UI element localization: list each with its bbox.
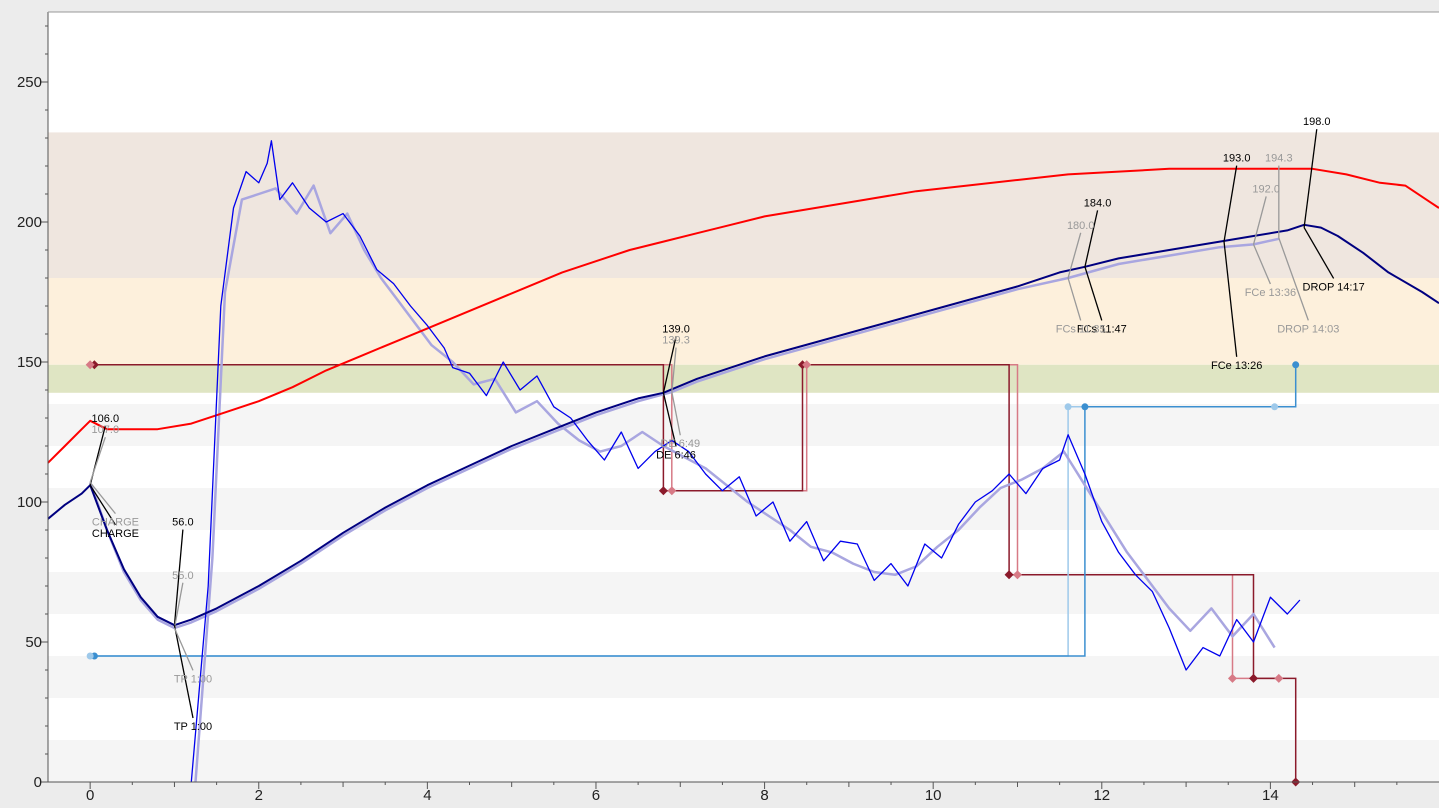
annotation-label-10: DE 6:46	[656, 449, 696, 461]
marker-fan-1	[1081, 403, 1089, 411]
marker-heater-3	[1004, 570, 1014, 580]
band-1	[48, 278, 1439, 365]
x-ticks: 0 2 4 6 8 10 12 14	[86, 782, 1398, 804]
step-line-heater	[90, 364, 1297, 782]
y-tick-label-100: 100	[17, 494, 42, 511]
annotation-leader-11	[671, 391, 681, 436]
annotation-label-19: FCe 13:36	[1245, 287, 1296, 299]
annotation-label-21: 194.3	[1265, 153, 1293, 165]
annotation-leader-1	[89, 436, 106, 483]
annotation-leader-13	[1067, 232, 1082, 279]
y-tick-label-200: 200	[17, 214, 42, 231]
annotation-label-17: 192.0	[1252, 183, 1280, 195]
annotation-label-13: 180.0	[1067, 220, 1095, 232]
annotation-label-23: DROP 14:03	[1277, 323, 1339, 335]
annotation-leader-4	[173, 529, 184, 626]
annotation-label-3: CHARGE	[92, 517, 139, 529]
axes	[47, 11, 1439, 783]
stripe-0	[48, 404, 1439, 446]
marker-heater_bg-3	[1012, 570, 1022, 580]
marker-heater-1	[658, 486, 668, 496]
series-line-bt_bg	[89, 237, 1280, 630]
annotation-label-20: 198.0	[1303, 116, 1331, 128]
data-series	[47, 140, 1439, 783]
annotation-leader-12	[1084, 210, 1099, 267]
background-stripes	[48, 404, 1439, 782]
marker-fan_bg-1	[1064, 403, 1072, 411]
y-tick-label-250: 250	[17, 74, 42, 91]
y-tick-label-150: 150	[17, 354, 42, 371]
annotation-leader-8	[662, 336, 677, 393]
x-tick-label-14: 14	[1262, 787, 1279, 804]
annotation-label-15: FCs 11:35	[1056, 323, 1106, 335]
series-line-bt	[47, 223, 1439, 627]
band-0	[48, 132, 1439, 278]
x-tick-label-10: 10	[925, 787, 942, 804]
temperature-bands	[48, 132, 1439, 393]
x-tick-label-2: 2	[255, 787, 263, 804]
annotation-leader-5	[173, 582, 184, 629]
annotation-label-4: 56.0	[172, 517, 193, 529]
band-2	[48, 364, 1439, 393]
annotation-label-11: DE 6:49	[660, 438, 700, 450]
y-tick-label-0: 0	[34, 774, 42, 791]
annotation-leader-16	[1223, 165, 1238, 242]
series-line-ror	[190, 140, 1301, 783]
y-tick-label-50: 50	[25, 634, 42, 651]
marker-heater_bg-0	[85, 360, 95, 370]
annotation-label-22: DROP 14:17	[1303, 281, 1365, 293]
stripe-3	[48, 656, 1439, 698]
annotation-label-6: TP 1:00	[174, 721, 212, 733]
annotation-label-7: TP 1:00	[174, 673, 212, 685]
x-tick-label-0: 0	[86, 787, 94, 804]
stripe-2	[48, 572, 1439, 614]
annotation-label-16: 193.0	[1223, 153, 1251, 165]
annotation-label-14: FCs 11:47	[1077, 323, 1127, 335]
annotation-label-0: 106.0	[92, 413, 120, 425]
annotation-label-5: 55.0	[172, 570, 193, 582]
annotation-leader-9	[671, 347, 677, 393]
x-tick-label-12: 12	[1093, 787, 1110, 804]
annotation-leader-15	[1067, 277, 1082, 321]
series-line-ror_bg	[194, 184, 1276, 783]
x-tick-label-8: 8	[760, 787, 768, 804]
annotation-leader-23	[1278, 237, 1309, 321]
annotation-leader-2	[89, 484, 116, 526]
series-line-et	[47, 167, 1439, 464]
stripe-4	[48, 740, 1439, 782]
marker-heater_bg-2	[802, 360, 812, 370]
marker-fan_bg-0	[86, 652, 94, 660]
x-tick-label-6: 6	[592, 787, 600, 804]
x-tick-label-4: 4	[423, 787, 431, 804]
marker-fan-2	[1292, 361, 1300, 369]
annotation-label-8: 139.0	[662, 323, 690, 335]
annotation-label-12: 184.0	[1084, 197, 1112, 209]
annotation-leader-17	[1252, 196, 1267, 245]
annotation-label-2: CHARGE	[92, 528, 139, 540]
annotation-leader-20	[1303, 129, 1318, 228]
marker-heater_bg-1	[667, 486, 677, 496]
annotation-leader-22	[1303, 227, 1335, 279]
annotation-leader-3	[89, 481, 116, 515]
annotation-leader-18	[1223, 241, 1238, 357]
step-markers	[85, 360, 1301, 787]
marker-heater_bg-4	[1227, 673, 1237, 683]
annotation-leader-14	[1084, 266, 1103, 321]
y-ticks: 0 50 100 150 200 250	[17, 25, 48, 791]
marker-heater_bg-5	[1274, 673, 1284, 683]
annotation-leader-6	[173, 625, 194, 719]
marker-heater-4	[1249, 673, 1259, 683]
marker-fan_bg-2	[1271, 403, 1279, 411]
annotation-leader-7	[173, 627, 194, 671]
annotation-label-9: 139.3	[662, 335, 690, 347]
annotation-leader-19	[1252, 244, 1271, 285]
annotation-leader-10	[662, 392, 677, 447]
annotation-label-18: FCe 13:26	[1211, 360, 1262, 372]
stripe-1	[48, 488, 1439, 530]
annotation-label-1: 107.0	[92, 424, 120, 436]
